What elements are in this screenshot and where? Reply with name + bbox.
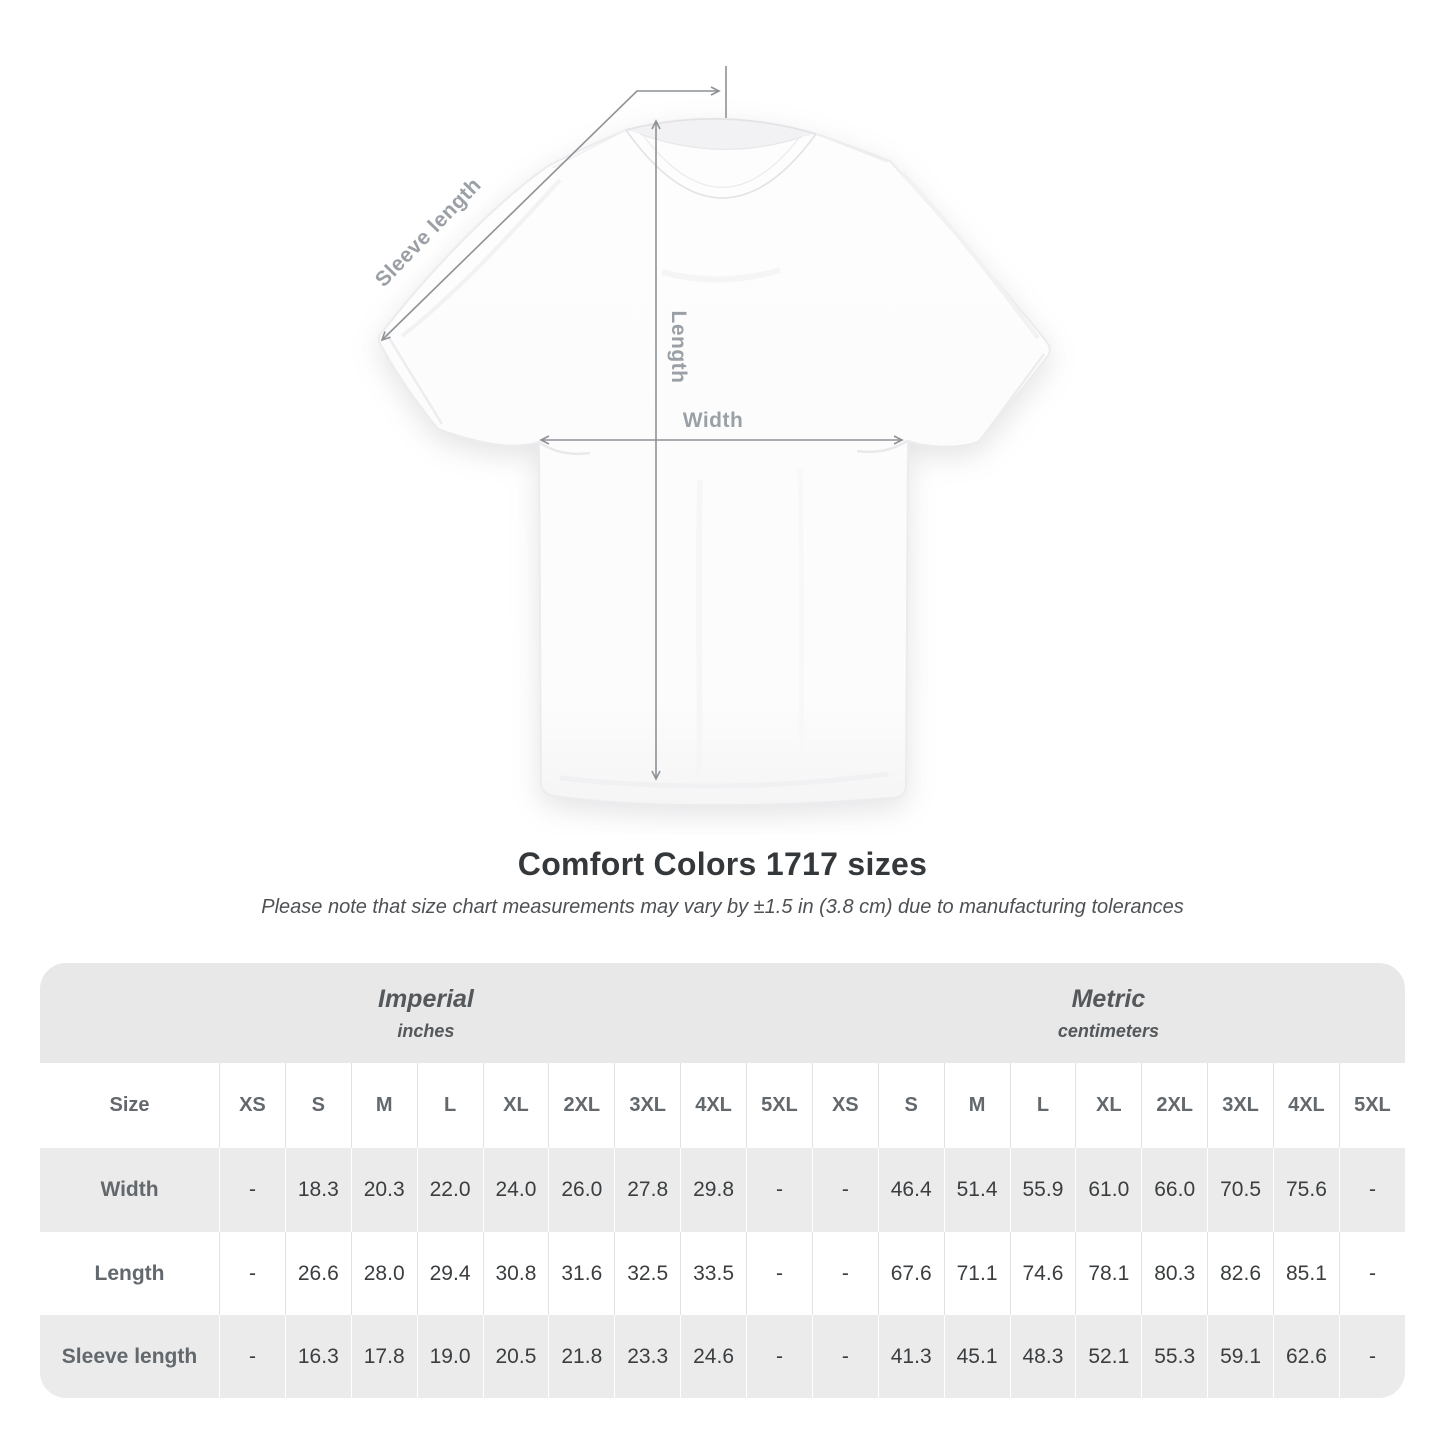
table-cell: - (746, 1315, 812, 1398)
table-cell: 51.4 (943, 1148, 1010, 1232)
size-col-header: M (943, 1063, 1010, 1148)
sleeve-length-arrow (380, 86, 721, 342)
table-cell: - (811, 1148, 878, 1232)
width-label: Width (683, 409, 744, 432)
size-col-header: S (284, 1063, 351, 1148)
table-cell: 45.1 (943, 1315, 1010, 1398)
table-cell: 61.0 (1075, 1148, 1141, 1232)
size-col-header: 4XL (1273, 1063, 1339, 1148)
size-col-header: S (877, 1063, 944, 1148)
metric-title: Metric (1071, 984, 1146, 1013)
table-cell: 19.0 (416, 1315, 483, 1398)
table-cell: 23.3 (614, 1315, 680, 1398)
table-cell: - (746, 1148, 812, 1232)
table-row-sleeve-length: Sleeve length - 16.3 17.8 19.0 20.5 21.8… (40, 1315, 1405, 1398)
size-col-header: 5XL (1338, 1063, 1405, 1148)
imperial-unit: inches (397, 1020, 455, 1041)
table-row-length: Length - 26.6 28.0 29.4 30.8 31.6 32.5 3… (40, 1232, 1405, 1315)
size-col-header: L (1009, 1063, 1076, 1148)
size-col-header: XL (1075, 1063, 1141, 1148)
table-cell: 48.3 (1009, 1315, 1076, 1398)
table-cell: 30.8 (482, 1232, 549, 1315)
table-cell: 41.3 (877, 1315, 944, 1398)
table-cell: 24.0 (482, 1148, 549, 1232)
table-cell: 26.0 (548, 1148, 614, 1232)
table-cell: 17.8 (350, 1315, 417, 1398)
row-label: Sleeve length (61, 1344, 198, 1368)
size-col-header: 3XL (614, 1063, 680, 1148)
tshirt-photo (377, 117, 1051, 807)
size-col-header: 5XL (746, 1063, 812, 1148)
unit-header-row: Imperial inches Metric centimeters (40, 963, 1405, 1063)
table-cell: 29.4 (416, 1232, 483, 1315)
table-cell: 18.3 (284, 1148, 351, 1232)
table-cell: 46.4 (877, 1148, 944, 1232)
size-col-header: XS (219, 1063, 285, 1148)
table-cell: 71.1 (943, 1232, 1010, 1315)
table-cell: 55.3 (1141, 1315, 1207, 1398)
table-cell: 16.3 (284, 1315, 351, 1398)
size-col-header: 2XL (548, 1063, 614, 1148)
table-cell: 22.0 (416, 1148, 483, 1232)
size-chart-table: Imperial inches Metric centimeters Size … (40, 963, 1405, 1398)
metric-header: Metric centimeters (811, 963, 1405, 1063)
table-cell: 66.0 (1141, 1148, 1207, 1232)
table-cell: - (1338, 1315, 1405, 1398)
table-cell: - (746, 1232, 812, 1315)
table-cell: 80.3 (1141, 1232, 1207, 1315)
size-header-row: Size XS S M L XL 2XL 3XL 4XL 5XL XS S M … (40, 1063, 1405, 1148)
table-cell: 32.5 (614, 1232, 680, 1315)
table-cell: 20.5 (482, 1315, 549, 1398)
size-col-header: 2XL (1141, 1063, 1207, 1148)
table-cell: 20.3 (350, 1148, 417, 1232)
table-cell: 85.1 (1273, 1232, 1339, 1315)
table-cell: 78.1 (1075, 1232, 1141, 1315)
size-col-header: XS (811, 1063, 878, 1148)
tshirt-size-diagram: Sleeve length Length Width (371, 66, 1051, 807)
table-row-width: Width - 18.3 20.3 22.0 24.0 26.0 27.8 29… (40, 1148, 1405, 1232)
table-cell: - (1338, 1148, 1405, 1232)
size-col-header: 3XL (1207, 1063, 1273, 1148)
table-cell: 29.8 (680, 1148, 746, 1232)
table-cell: 31.6 (548, 1232, 614, 1315)
table-cell: 82.6 (1207, 1232, 1273, 1315)
size-col-header: M (350, 1063, 417, 1148)
table-cell: - (811, 1232, 878, 1315)
table-cell: - (219, 1148, 285, 1232)
metric-unit: centimeters (1057, 1020, 1159, 1041)
table-cell: 75.6 (1273, 1148, 1339, 1232)
table-cell: 59.1 (1207, 1315, 1273, 1398)
table-cell: - (219, 1232, 285, 1315)
table-cell: 28.0 (350, 1232, 417, 1315)
row-label: Width (100, 1178, 159, 1201)
row-label: Length (94, 1261, 165, 1285)
length-label: Length (667, 311, 690, 384)
table-cell: 67.6 (877, 1232, 944, 1315)
size-label: Size (109, 1094, 150, 1116)
table-cell: 62.6 (1273, 1315, 1339, 1398)
table-cell: 74.6 (1009, 1232, 1076, 1315)
page-title: Comfort Colors 1717 sizes (517, 846, 928, 882)
table-cell: 21.8 (548, 1315, 614, 1398)
table-cell: 52.1 (1075, 1315, 1141, 1398)
table-cell: 26.6 (284, 1232, 351, 1315)
table-cell: - (1338, 1232, 1405, 1315)
table-cell: 33.5 (680, 1232, 746, 1315)
table-cell: - (811, 1315, 878, 1398)
imperial-title: Imperial (378, 984, 474, 1013)
imperial-header: Imperial inches (40, 963, 812, 1063)
table-cell: - (219, 1315, 285, 1398)
size-col-header: L (416, 1063, 483, 1148)
table-cell: 27.8 (614, 1148, 680, 1232)
table-cell: 70.5 (1207, 1148, 1273, 1232)
size-col-header: XL (482, 1063, 549, 1148)
table-cell: 24.6 (680, 1315, 746, 1398)
table-cell: 55.9 (1009, 1148, 1076, 1232)
size-col-header: 4XL (680, 1063, 746, 1148)
tolerance-note: Please note that size chart measurements… (261, 896, 1184, 918)
